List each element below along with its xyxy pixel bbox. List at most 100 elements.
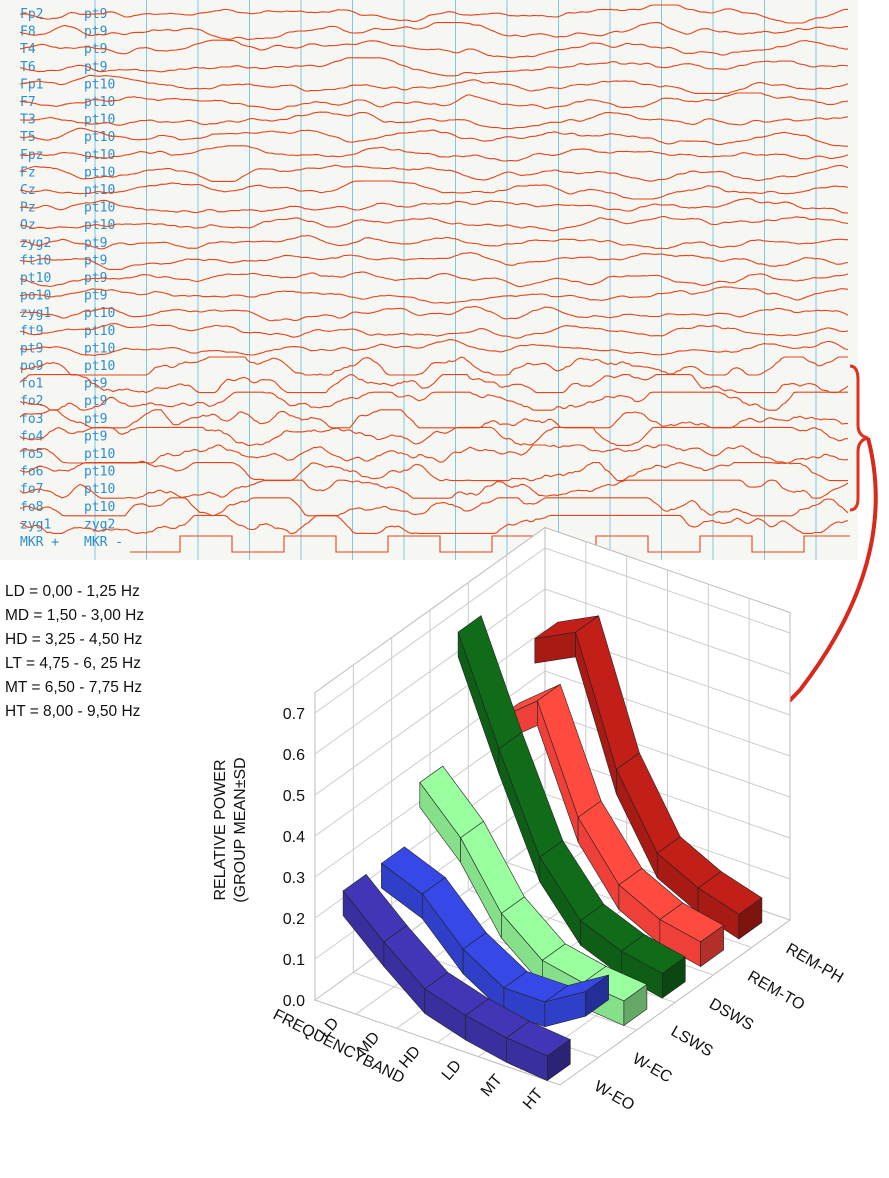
ribbon-end [661, 956, 686, 999]
eeg-trace [19, 4, 848, 24]
band-legend-item: LT = 4,75 - 6, 25 Hz [5, 655, 141, 672]
eeg-trace [19, 180, 849, 200]
eeg-panel [0, 0, 858, 560]
channel-label: Oz [20, 218, 36, 233]
eeg-trace [19, 215, 849, 232]
reference-label: pt10 [84, 95, 115, 110]
z-axis-title: RELATIVE POWER [212, 759, 229, 900]
series-label: W-EC [630, 1050, 675, 1086]
z-tick-label: 0.6 [283, 747, 305, 764]
eeg-trace [19, 426, 848, 446]
series-label: W-EO [591, 1078, 637, 1114]
eeg-trace [19, 39, 848, 59]
eeg-trace [19, 323, 849, 339]
reference-label: pt9 [84, 253, 107, 268]
ribbon-end [738, 897, 763, 940]
eeg-trace [19, 479, 849, 499]
channel-label: T6 [20, 60, 36, 75]
channel-label: MKR + [20, 535, 59, 550]
reference-label: pt9 [84, 394, 107, 409]
channel-label: ft9 [20, 324, 43, 339]
z-tick-label: 0.7 [283, 706, 305, 723]
eeg-trace [19, 145, 849, 162]
grid-line [314, 670, 791, 837]
series-label: LSWS [668, 1023, 716, 1060]
channel-label: F8 [20, 25, 36, 40]
series-label: REM-PH [783, 940, 846, 986]
reference-label: pt9 [84, 289, 107, 304]
eeg-trace [19, 305, 849, 322]
eeg-trace [19, 391, 848, 411]
eeg-trace [19, 164, 849, 182]
reference-label: pt10 [84, 341, 115, 356]
z-tick-label: 0.1 [283, 952, 305, 969]
eeg-trace [19, 356, 848, 376]
x-tick-label: LD [439, 1057, 465, 1084]
z-tick-label: 0.5 [283, 788, 305, 805]
grid-line [314, 588, 791, 755]
channel-label: T5 [20, 130, 36, 145]
reference-label: pt9 [84, 60, 107, 75]
reference-label: pt9 [84, 412, 107, 427]
band-legend-item: HD = 3,25 - 4,50 Hz [5, 631, 142, 648]
eeg-trace [19, 271, 849, 288]
reference-label: MKR - [84, 535, 123, 550]
ribbon-end [623, 983, 648, 1027]
eeg-trace [19, 497, 849, 517]
eeg-trace [20, 111, 849, 130]
x-tick-label: HT [520, 1085, 547, 1112]
x-tick-label: HD [396, 1043, 424, 1072]
channel-label: fo5 [20, 447, 43, 462]
eeg-trace [19, 252, 849, 270]
reference-label: pt10 [84, 183, 115, 198]
series-label: DSWS [706, 995, 756, 1034]
reference-label: pt10 [84, 359, 115, 374]
channel-label: fo4 [20, 429, 44, 444]
channel-label: fo3 [20, 412, 43, 427]
eeg-trace [19, 462, 848, 482]
reference-label: pt9 [84, 25, 107, 40]
channel-label: Fp2 [20, 7, 43, 22]
grid-line [314, 629, 791, 796]
eeg-trace [19, 286, 849, 304]
channel-label: Cz [20, 183, 36, 198]
reference-label: pt10 [84, 482, 115, 497]
x-tick-label: MT [478, 1071, 506, 1100]
grid-line [314, 547, 791, 714]
chart-3d: 0.0 0.1 0.2 0.3 0.4 0.5 0.6 0.7 RELATIVE POWER (G… [212, 526, 846, 1114]
z-tick-label: 0.2 [283, 911, 305, 928]
eeg-trace [130, 535, 850, 553]
eeg-trace [19, 339, 849, 356]
reference-label: pt10 [84, 500, 115, 515]
channel-label: fo1 [20, 377, 43, 392]
channel-label: pt10 [20, 271, 51, 286]
z-tick-label: 0.0 [283, 993, 305, 1010]
reference-label: pt10 [84, 130, 115, 145]
ribbon-end [546, 1038, 571, 1082]
reference-label: pt10 [84, 324, 115, 339]
channel-label: po10 [20, 289, 51, 304]
channel-label: Fpz [20, 148, 43, 163]
channel-label: fo6 [20, 465, 43, 480]
eeg-trace [19, 57, 849, 77]
channel-label: T4 [20, 42, 36, 57]
eeg-trace [19, 444, 849, 464]
eeg-trace [19, 127, 848, 147]
reference-label: pt9 [84, 42, 107, 57]
eeg-trace [19, 374, 849, 394]
reference-label: pt10 [84, 465, 115, 480]
eeg-trace [19, 234, 848, 250]
reference-label: pt10 [84, 148, 115, 163]
band-legend-item: LD = 0,00 - 1,25 Hz [5, 583, 140, 600]
z-axis-title: (GROUP MEAN±SD [232, 757, 249, 902]
channel-label: zyg2 [20, 236, 51, 251]
eeg-trace [19, 514, 849, 534]
eeg-trace [19, 198, 848, 214]
ribbon-end [585, 974, 609, 1017]
reference-label: pt9 [84, 236, 107, 251]
ribbon-end [700, 924, 724, 968]
band-legend-item: MT = 6,50 - 7,75 Hz [5, 679, 142, 696]
band-legend: LD = 0,00 - 1,25 Hz MD = 1,50 - 3,00 Hz HD… [5, 583, 144, 720]
